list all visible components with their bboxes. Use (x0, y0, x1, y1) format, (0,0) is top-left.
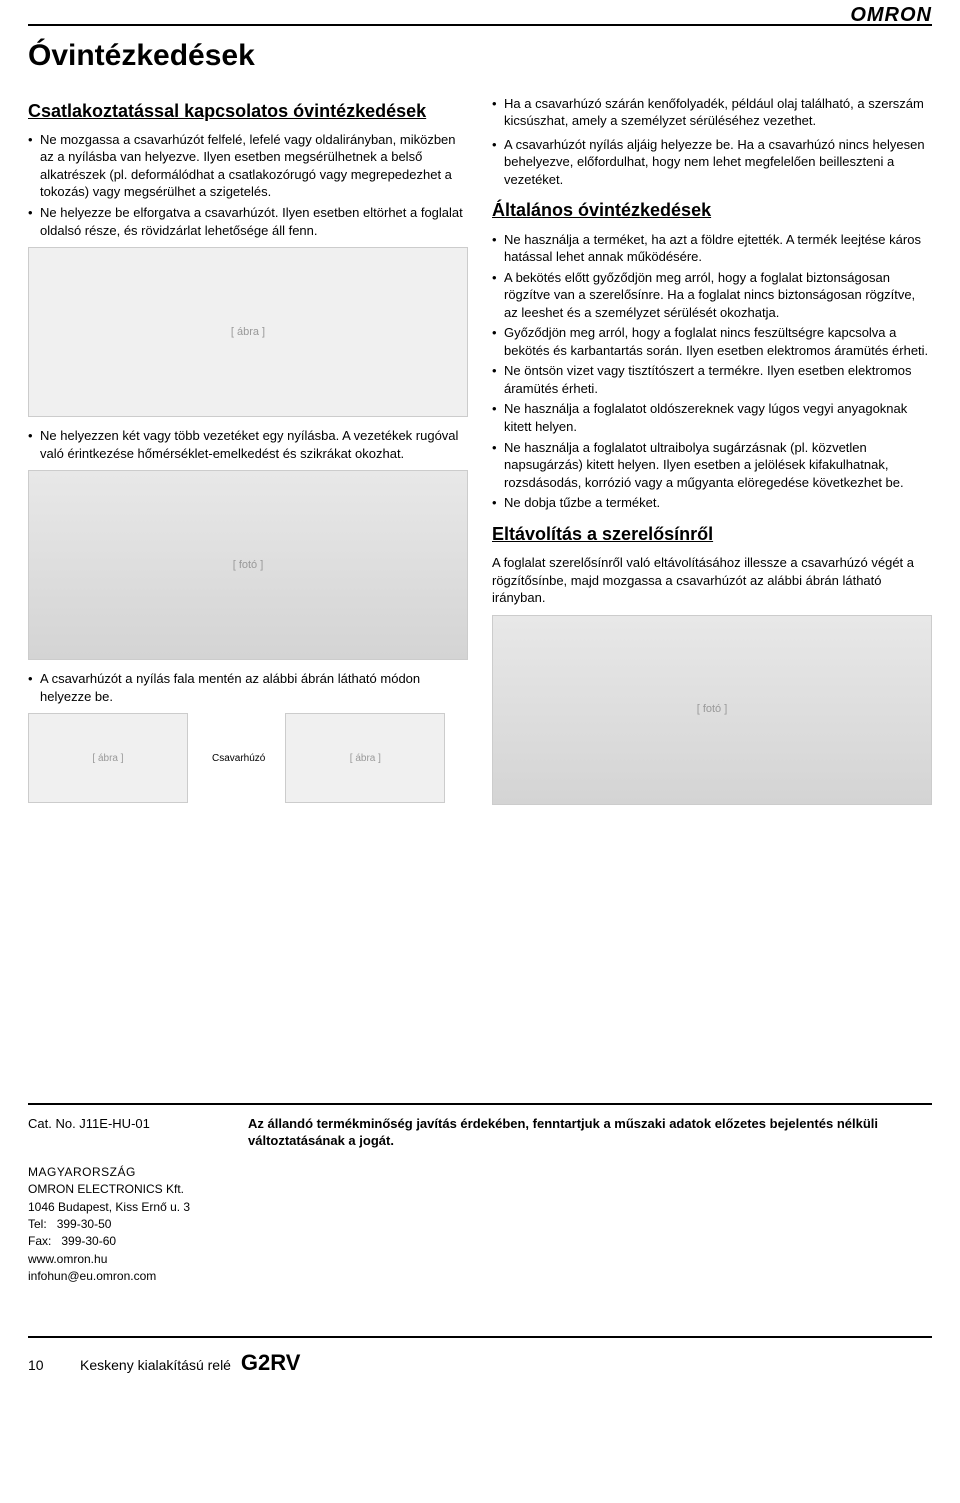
page-number: 10 (28, 1356, 52, 1375)
precaution-item: Ha a csavarhúzó szárán kenőfolyadék, pél… (492, 95, 932, 130)
precaution-item: Ne mozgassa a csavarhúzót felfelé, lefel… (28, 131, 468, 201)
section-connection-title: Csatlakoztatással kapcsolatos óvintézked… (28, 99, 468, 123)
disclaimer-text: Az állandó termékminőség javítás érdekéb… (248, 1115, 932, 1150)
general-item: Ne használja a terméket, ha azt a földre… (492, 231, 932, 266)
general-item: Ne használja a foglalatot oldószereknek … (492, 400, 932, 435)
section-removal-title: Eltávolítás a szerelősínről (492, 522, 932, 546)
fax-line: Fax: 399-30-60 (28, 1233, 932, 1250)
footer-rule-1 (28, 1103, 932, 1105)
phone-line: Tel: 399-30-50 (28, 1216, 932, 1233)
general-item: Győződjön meg arról, hogy a foglalat nin… (492, 324, 932, 359)
page-title: Óvintézkedések (28, 36, 932, 77)
email: infohun@eu.omron.com (28, 1268, 932, 1285)
right-column: Ha a csavarhúzó szárán kenőfolyadék, pél… (492, 95, 932, 815)
diagram-label: Csavarhúzó (212, 752, 265, 766)
company-name: OMRON ELECTRONICS Kft. (28, 1181, 932, 1198)
general-item: Ne dobja tűzbe a terméket. (492, 494, 932, 512)
top-rule (28, 24, 932, 26)
address-line: 1046 Budapest, Kiss Ernő u. 3 (28, 1199, 932, 1216)
general-item: A bekötés előtt győződjön meg arról, hog… (492, 269, 932, 322)
section-general-title: Általános óvintézkedések (492, 198, 932, 222)
country: MAGYARORSZÁG (28, 1164, 932, 1181)
general-item: Ne öntsön vizet vagy tisztítószert a ter… (492, 362, 932, 397)
footer-title: Keskeny kialakítású relé G2RV (80, 1348, 300, 1378)
precaution-item: Ne helyezze be elforgatva a csavarhúzót.… (28, 204, 468, 239)
diagram-insert-wrong: [ ábra ] (285, 713, 445, 803)
catalog-number: Cat. No. J11E-HU-01 (28, 1115, 218, 1150)
general-item: Ne használja a foglalatot ultraibolya su… (492, 439, 932, 492)
product-code: G2RV (241, 1350, 301, 1375)
website: www.omron.hu (28, 1251, 932, 1268)
address-block: MAGYARORSZÁG OMRON ELECTRONICS Kft. 1046… (28, 1164, 932, 1286)
photo-rail-removal: [ fotó ] (492, 615, 932, 805)
precaution-item: Ne helyezzen két vagy több vezetéket egy… (28, 427, 468, 462)
footer-rule-2 (28, 1336, 932, 1338)
diagram-insert-correct: [ ábra ] (28, 713, 188, 803)
removal-intro: A foglalat szerelősínről való eltávolítá… (492, 554, 932, 607)
precaution-item: A csavarhúzót nyílás aljáig helyezze be.… (492, 136, 932, 189)
photo-terminal-block: [ fotó ] (28, 470, 468, 660)
left-column: Csatlakoztatással kapcsolatos óvintézked… (28, 95, 468, 815)
diagram-screwdriver-directions: [ ábra ] (28, 247, 468, 417)
precaution-item: A csavarhúzót a nyílás fala mentén az al… (28, 670, 468, 705)
